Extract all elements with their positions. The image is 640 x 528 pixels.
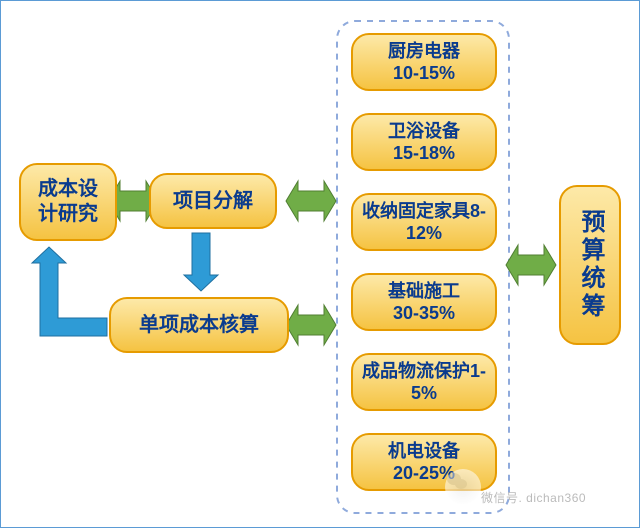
- node-kitchen: 厨房电器10-15%: [351, 33, 497, 91]
- diagram-canvas: 成本设计研究 项目分解 单项成本核算 预算统筹 厨房电器10-15% 卫浴设备1…: [0, 0, 640, 528]
- node-label: 成本设计研究: [29, 177, 107, 227]
- node-label: 成品物流保护1-5%: [361, 360, 487, 405]
- node-budget: 预算统筹: [559, 185, 621, 345]
- svg-layer: [1, 1, 640, 528]
- node-label: 收纳固定家具8-12%: [361, 200, 487, 245]
- node-cost-design: 成本设计研究: [19, 163, 117, 241]
- node-base: 基础施工30-35%: [351, 273, 497, 331]
- node-label: 卫浴设备15-18%: [388, 120, 460, 165]
- node-label: 基础施工30-35%: [388, 280, 460, 325]
- wechat-icon: [445, 469, 481, 505]
- node-label: 厨房电器10-15%: [388, 40, 460, 85]
- node-single-cost: 单项成本核算: [109, 297, 289, 353]
- node-logistics: 成品物流保护1-5%: [351, 353, 497, 411]
- watermark-text: 微信号. dichan360: [481, 489, 586, 506]
- node-label: 单项成本核算: [139, 313, 259, 338]
- node-storage: 收纳固定家具8-12%: [351, 193, 497, 251]
- node-label: 预算统筹: [575, 209, 605, 321]
- node-decompose: 项目分解: [149, 173, 277, 229]
- node-label: 项目分解: [173, 189, 253, 214]
- node-bath: 卫浴设备15-18%: [351, 113, 497, 171]
